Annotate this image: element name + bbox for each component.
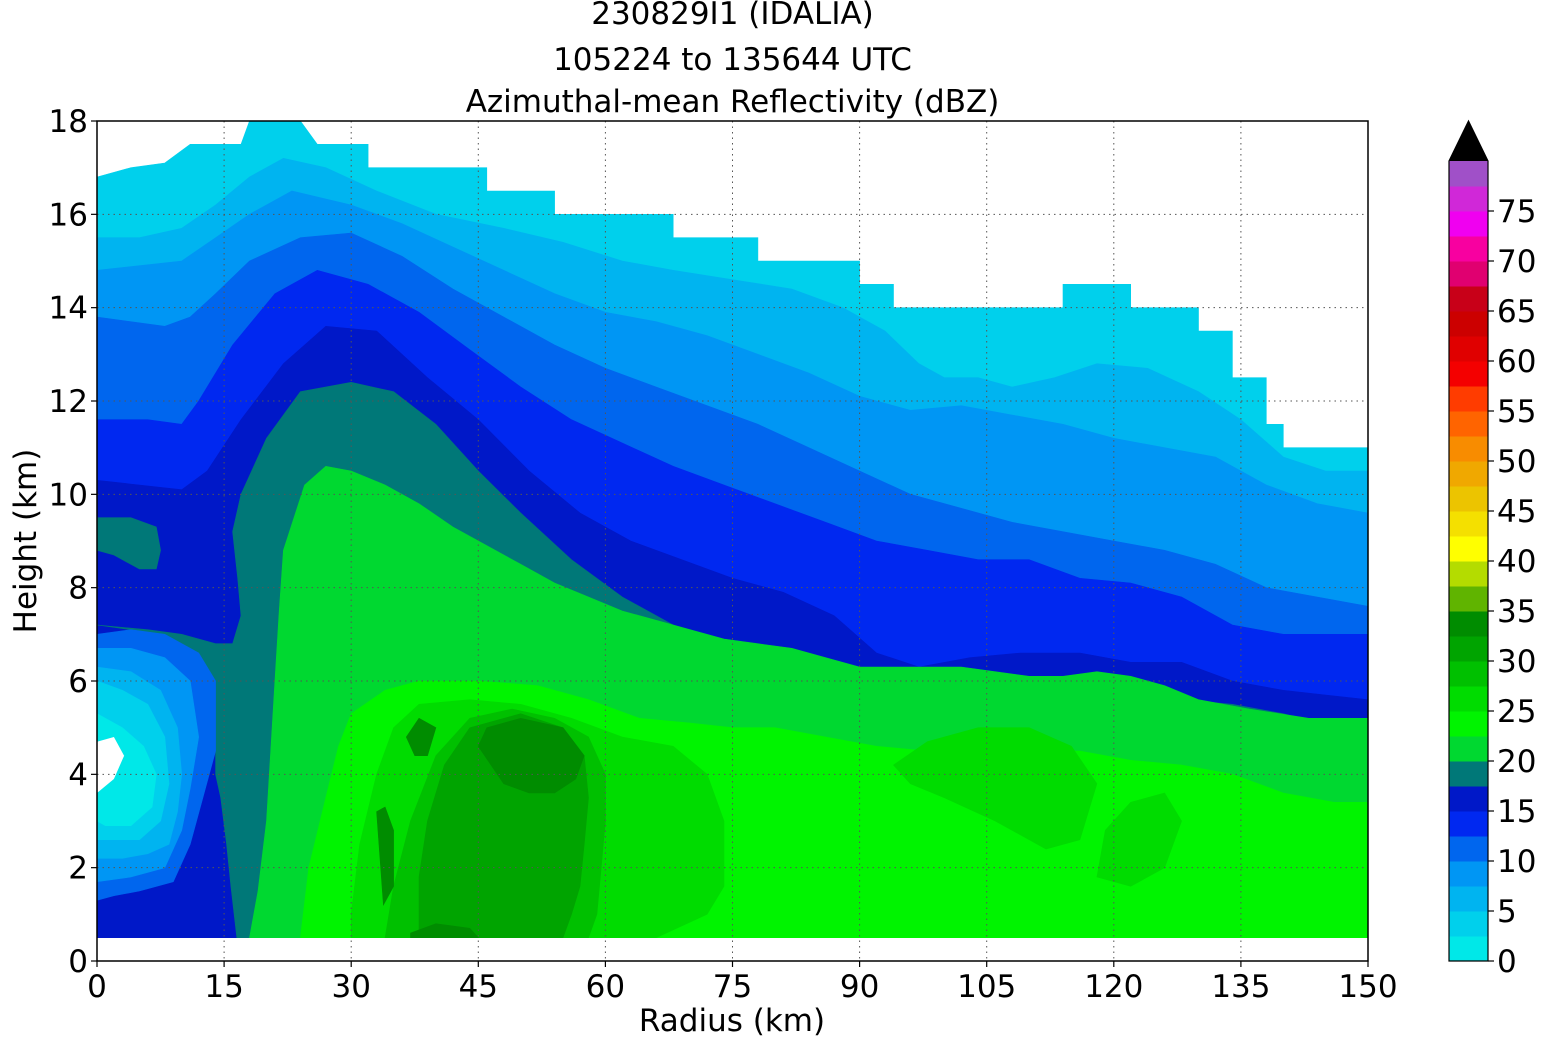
y-tick-label-5: 10 <box>49 477 88 513</box>
colorbar-extend-arrow <box>1449 121 1488 161</box>
x-tick-label-5: 75 <box>713 969 752 1005</box>
y-tick-label-7: 14 <box>49 291 88 327</box>
colorbar-tick-label-0: 0 <box>1497 944 1517 980</box>
y-tick-label-9: 18 <box>49 104 88 140</box>
y-tick-label-0: 0 <box>68 944 88 980</box>
colorbar-band-23 <box>1449 361 1488 387</box>
colorbar-tick-label-10: 50 <box>1497 444 1536 480</box>
colorbar-band-22 <box>1449 386 1488 412</box>
colorbar-tick-label-11: 55 <box>1497 394 1536 430</box>
colorbar-band-20 <box>1449 436 1488 462</box>
colorbar-band-3 <box>1449 861 1488 887</box>
colorbar-band-2 <box>1449 886 1488 912</box>
y-tick-label-4: 8 <box>68 571 88 607</box>
x-tick-label-6: 90 <box>840 969 879 1005</box>
colorbar-band-14 <box>1449 586 1488 612</box>
contour-region-12 <box>1096 792 1182 887</box>
y-axis-label: Height (km) <box>8 449 44 634</box>
colorbar-band-7 <box>1449 761 1488 787</box>
colorbar-band-10 <box>1449 686 1488 712</box>
colorbar-band-16 <box>1449 536 1488 562</box>
colorbar-band-27 <box>1449 261 1488 287</box>
x-axis-label: Radius (km) <box>639 1003 825 1039</box>
x-tick-label-4: 60 <box>586 969 625 1005</box>
colorbar-tick-label-7: 35 <box>1497 594 1536 630</box>
colorbar-band-31 <box>1449 161 1488 187</box>
colorbar-band-25 <box>1449 311 1488 337</box>
y-tick-label-6: 12 <box>49 384 88 420</box>
colorbar-band-9 <box>1449 711 1488 737</box>
colorbar-band-17 <box>1449 511 1488 537</box>
contour-layer <box>97 121 1368 939</box>
chart-title-line-1: 230829I1 (IDALIA) <box>591 0 874 32</box>
grid-layer <box>97 121 1368 961</box>
colorbar-tick-label-4: 20 <box>1497 744 1536 780</box>
contour-region-11 <box>893 727 1098 850</box>
x-tick-label-3: 45 <box>459 969 498 1005</box>
chart-title-line-2: 105224 to 135644 UTC <box>553 42 912 78</box>
contour-region-16 <box>405 717 437 757</box>
y-tick-label-8: 16 <box>49 197 88 233</box>
colorbar-band-6 <box>1449 786 1488 812</box>
x-tick-label-8: 120 <box>1084 969 1143 1005</box>
colorbar-tick-label-1: 5 <box>1497 894 1517 930</box>
colorbar-band-13 <box>1449 611 1488 637</box>
colorbar-tick-label-3: 15 <box>1497 794 1536 830</box>
axes-layer: 0 15 30 45 60 75 90 105 120 135 150 0 2 4 6 8 10 12 14 16 18 <box>49 104 1398 1005</box>
colorbar-band-28 <box>1449 236 1488 262</box>
colorbar-tick-label-2: 10 <box>1497 844 1536 880</box>
y-tick-label-1: 2 <box>68 851 88 887</box>
colorbar-band-11 <box>1449 661 1488 687</box>
colorbar-outline <box>1448 119 1489 962</box>
chart-title-line-3: Azimuthal-mean Reflectivity (dBZ) <box>465 84 1000 120</box>
colorbar-tick-label-6: 30 <box>1497 644 1536 680</box>
colorbar-band-18 <box>1449 486 1488 512</box>
colorbar-tick-label-8: 40 <box>1497 544 1536 580</box>
colorbar-band-12 <box>1449 636 1488 662</box>
colorbar-band-8 <box>1449 736 1488 762</box>
colorbar-band-24 <box>1449 336 1488 362</box>
no-data-region-0 <box>97 737 125 793</box>
y-tick-label-2: 4 <box>68 757 88 793</box>
contour-region-7 <box>97 517 161 570</box>
contour-region-18 <box>410 923 479 939</box>
colorbar-band-15 <box>1449 561 1488 587</box>
colorbar: 0 5 10 15 20 25 30 35 40 45 50 55 60 65 70 75 <box>1448 119 1536 980</box>
colorbar-band-30 <box>1449 186 1488 212</box>
colorbar-band-29 <box>1449 211 1488 237</box>
colorbar-band-5 <box>1449 811 1488 837</box>
colorbar-tick-label-5: 25 <box>1497 694 1536 730</box>
colorbar-band-21 <box>1449 411 1488 437</box>
x-tick-label-2: 30 <box>331 969 370 1005</box>
colorbar-tick-label-12: 60 <box>1497 344 1536 380</box>
colorbar-band-1 <box>1449 911 1488 937</box>
colorbar-band-4 <box>1449 836 1488 862</box>
colorbar-tick-label-9: 45 <box>1497 494 1536 530</box>
colorbar-tick-label-14: 70 <box>1497 244 1536 280</box>
colorbar-band-19 <box>1449 461 1488 487</box>
colorbar-tick-label-13: 65 <box>1497 294 1536 330</box>
x-tick-label-1: 15 <box>204 969 243 1005</box>
x-tick-label-0: 0 <box>87 969 107 1005</box>
colorbar-band-26 <box>1449 286 1488 312</box>
y-tick-label-3: 6 <box>68 664 88 700</box>
x-tick-label-7: 105 <box>957 969 1016 1005</box>
x-tick-label-10: 150 <box>1338 969 1397 1005</box>
contour-region-17 <box>376 806 394 907</box>
x-tick-label-9: 135 <box>1211 969 1270 1005</box>
colorbar-band-0 <box>1449 936 1488 962</box>
colorbar-tick-label-15: 75 <box>1497 194 1536 230</box>
